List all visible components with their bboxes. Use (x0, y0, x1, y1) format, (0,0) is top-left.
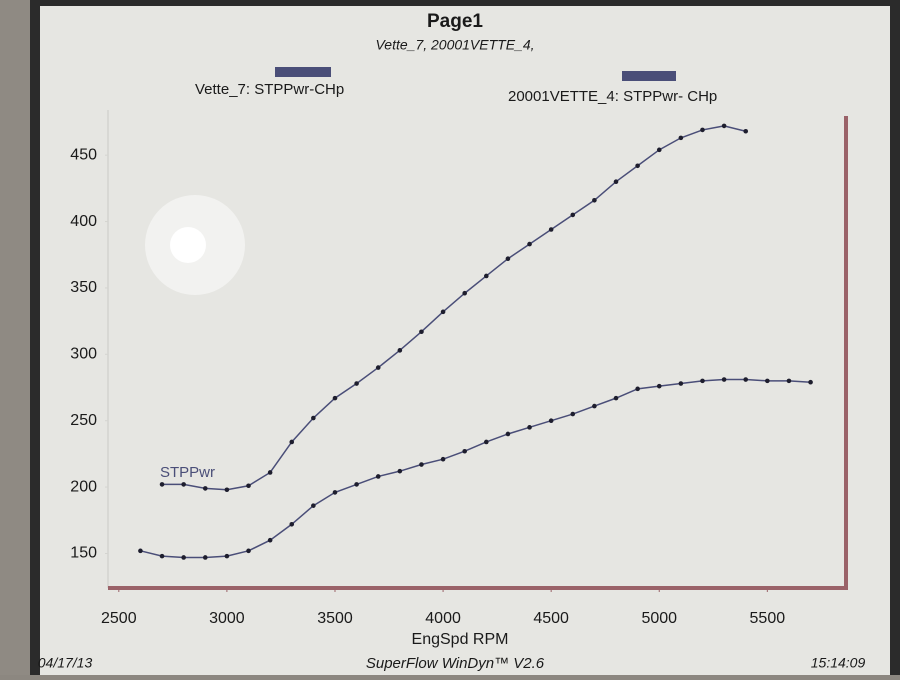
data-point (138, 548, 143, 554)
data-point (246, 483, 251, 489)
data-point (548, 227, 554, 232)
data-point (181, 482, 186, 487)
x-tick-label: 5000 (641, 610, 677, 627)
data-point (765, 378, 770, 384)
data-point (570, 411, 576, 417)
data-point (505, 431, 511, 437)
data-point (311, 503, 316, 508)
data-point (656, 147, 662, 153)
x-tick-label: 4000 (425, 610, 461, 627)
data-point (484, 273, 489, 279)
x-tick-label: 5500 (750, 610, 786, 627)
y-tick-label: 450 (70, 146, 97, 163)
y-tick-label: 350 (70, 279, 97, 296)
data-point (527, 425, 532, 430)
data-point (700, 127, 705, 133)
x-tick-label: 4500 (533, 610, 569, 627)
legend-swatch (275, 67, 331, 77)
data-point (246, 548, 251, 554)
data-point (570, 212, 576, 218)
data-point (397, 468, 403, 474)
data-point (721, 123, 727, 129)
y-tick-label: 300 (70, 346, 97, 363)
data-point (311, 415, 316, 421)
x-tick-label: 3000 (209, 610, 245, 627)
data-point (635, 163, 640, 169)
data-point (159, 553, 165, 559)
data-point (462, 290, 467, 296)
data-point (397, 348, 403, 353)
x-axis-label: EngSpd RPM (412, 631, 509, 648)
data-point (354, 482, 359, 487)
footer-date: 04/17/13 (38, 655, 93, 671)
data-point (462, 448, 467, 454)
data-point (419, 329, 424, 335)
data-point (484, 439, 489, 445)
data-point (159, 482, 165, 487)
chart-title: Page1 (427, 11, 483, 32)
series-line (162, 125, 746, 491)
data-point (419, 462, 424, 467)
y-tick-label: 400 (70, 213, 97, 230)
annotation: STPPwr (160, 464, 215, 481)
data-point (613, 179, 619, 184)
data-point (289, 521, 295, 527)
data-point (505, 256, 511, 262)
data-point (635, 386, 640, 392)
legend-label: 20001VETTE_4: STPPwr- CHp (508, 88, 717, 105)
x-tick-label: 2500 (101, 610, 137, 627)
data-point (267, 470, 273, 475)
series-line (140, 378, 811, 559)
data-point (267, 537, 273, 543)
data-point (743, 128, 749, 134)
y-tick-label: 150 (70, 545, 97, 562)
data-point (224, 553, 230, 559)
chart-subtitle: Vette_7, 20001VETTE_4, (375, 37, 534, 53)
data-point (700, 378, 705, 384)
footer-time: 15:14:09 (811, 655, 866, 671)
data-point (656, 383, 662, 389)
data-point (354, 381, 359, 386)
data-point (202, 555, 208, 560)
y-tick-label: 200 (70, 478, 97, 495)
data-point (743, 377, 749, 382)
data-point (786, 378, 792, 384)
data-point (181, 555, 186, 560)
data-point (592, 403, 597, 409)
data-point (289, 439, 295, 445)
paper (40, 6, 890, 675)
legend-swatch (622, 71, 676, 81)
data-point (440, 309, 446, 315)
data-point (613, 395, 619, 401)
data-point (375, 474, 381, 479)
legend-label: Vette_7: STPPwr-CHp (195, 81, 344, 98)
data-point (224, 487, 230, 493)
data-point (678, 381, 684, 386)
data-point (440, 456, 446, 462)
data-point (527, 241, 532, 247)
data-point (592, 197, 597, 203)
footer-program: SuperFlow WinDyn™ V2.6 (366, 655, 545, 672)
x-tick-label: 3500 (317, 610, 353, 627)
data-point (548, 418, 554, 424)
glare-core (170, 227, 206, 263)
data-point (202, 486, 208, 491)
data-point (332, 395, 338, 401)
data-point (678, 135, 684, 141)
data-point (375, 365, 381, 370)
data-point (721, 377, 727, 382)
data-point (808, 379, 813, 385)
y-tick-label: 250 (70, 412, 97, 429)
data-point (332, 490, 338, 495)
